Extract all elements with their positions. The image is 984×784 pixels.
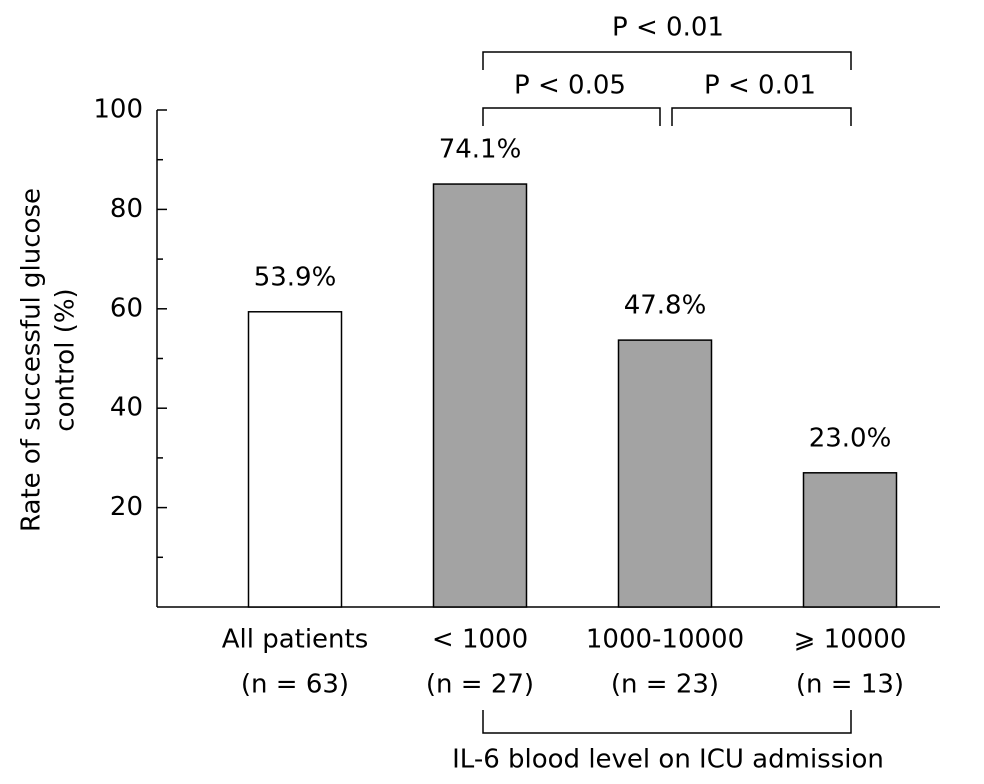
data-label: 74.1% <box>439 135 522 165</box>
y-tick-label: 20 <box>110 492 143 522</box>
x-tick-label: < 1000 <box>432 625 528 655</box>
x-tick-label: 1000-10000 <box>586 625 744 655</box>
bar <box>617 339 713 608</box>
y-tick-label: 80 <box>110 194 143 224</box>
y-axis-label: Rate of successful glucose <box>17 188 47 532</box>
data-label: 47.8% <box>624 291 707 321</box>
significance-bracket <box>482 107 661 126</box>
y-axis-label: control (%) <box>51 288 81 431</box>
significance-label: P < 0.01 <box>704 71 816 101</box>
data-label: 53.9% <box>254 262 337 292</box>
y-tick-label: 40 <box>110 393 143 423</box>
bar <box>247 311 343 608</box>
data-label: 23.0% <box>809 423 892 453</box>
x-tick-label: All patients <box>222 625 369 655</box>
x-tick-count: (n = 23) <box>611 670 719 700</box>
bar <box>802 472 898 608</box>
x-tick-count: (n = 27) <box>426 670 534 700</box>
x-tick-count: (n = 13) <box>796 670 904 700</box>
significance-bracket <box>482 51 852 70</box>
x-tick-count: (n = 63) <box>241 670 349 700</box>
significance-bracket <box>671 107 852 126</box>
group-bracket <box>482 710 852 734</box>
group-label: IL-6 blood level on ICU admission <box>452 745 884 775</box>
x-tick-label: ⩾ 10000 <box>794 625 907 655</box>
significance-label: P < 0.05 <box>514 71 626 101</box>
bar <box>432 183 528 608</box>
y-tick-label: 100 <box>93 95 143 125</box>
y-tick-label: 60 <box>110 293 143 323</box>
significance-label: P < 0.01 <box>612 13 724 43</box>
